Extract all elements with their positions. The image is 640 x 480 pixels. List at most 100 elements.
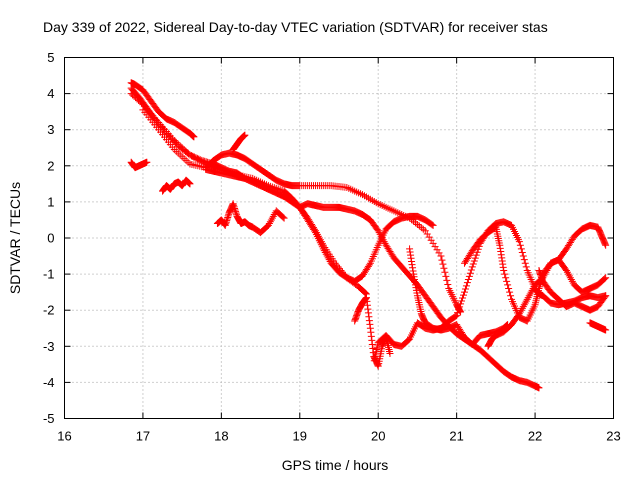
data-point xyxy=(455,306,463,314)
data-point xyxy=(516,241,524,249)
data-point xyxy=(602,274,610,282)
data-point xyxy=(279,213,287,221)
data-point xyxy=(522,297,530,305)
data-point xyxy=(186,180,194,188)
chart-title: Day 339 of 2022, Sidereal Day-to-day VTE… xyxy=(43,19,548,35)
y-tick-label: 2 xyxy=(47,158,54,173)
data-point xyxy=(280,214,288,222)
data-point xyxy=(471,254,479,262)
x-tick-label: 19 xyxy=(293,429,307,444)
y-tick-label: 1 xyxy=(47,194,54,209)
data-point xyxy=(501,270,509,278)
series-track-f xyxy=(127,158,151,172)
x-tick-labels: 16 17 18 19 20 21 22 23 xyxy=(57,429,620,444)
data-point xyxy=(503,277,511,285)
data-point xyxy=(264,221,272,229)
series-track-p xyxy=(370,333,394,370)
data-point xyxy=(465,272,473,280)
data-point xyxy=(265,220,273,228)
data-point xyxy=(443,276,451,284)
data-point xyxy=(521,259,529,267)
data-point xyxy=(459,294,467,302)
series-track-d xyxy=(139,106,465,316)
data-point xyxy=(444,280,452,288)
y-tick-label: 3 xyxy=(47,122,54,137)
data-point xyxy=(190,133,198,141)
data-point xyxy=(525,292,533,300)
data-point xyxy=(520,301,528,309)
data-point xyxy=(528,286,536,294)
data-point xyxy=(438,256,446,264)
data-point xyxy=(241,131,249,139)
data-point xyxy=(267,216,275,224)
data-point xyxy=(544,265,552,273)
series-track-n xyxy=(535,266,610,314)
data-point xyxy=(507,292,515,300)
data-point xyxy=(379,236,387,244)
x-axis-title: GPS time / hours xyxy=(282,457,389,473)
data-point xyxy=(460,288,468,296)
data-point xyxy=(502,274,510,282)
data-point xyxy=(523,295,531,303)
data-point xyxy=(601,275,609,283)
data-point xyxy=(563,268,571,276)
data-point xyxy=(518,248,526,256)
data-point xyxy=(467,266,475,274)
data-point xyxy=(452,312,460,320)
data-point xyxy=(386,350,394,358)
data-point xyxy=(542,268,550,276)
axis-ticks xyxy=(64,57,614,419)
data-point xyxy=(464,276,472,284)
data-point xyxy=(266,218,274,226)
data-point xyxy=(466,269,474,277)
data-point xyxy=(320,247,328,255)
series-track-g xyxy=(159,176,194,195)
y-tick-label: -2 xyxy=(43,303,55,318)
y-tick-label: -5 xyxy=(43,411,55,426)
data-point xyxy=(375,229,383,237)
series-track-h xyxy=(213,200,288,237)
data-point xyxy=(323,252,331,260)
data-point xyxy=(543,266,551,274)
data-point xyxy=(520,256,528,264)
y-axis-title: SDTVAR / TECUs xyxy=(7,182,23,294)
data-point xyxy=(504,281,512,289)
data-point xyxy=(500,266,508,274)
data-point xyxy=(365,261,373,269)
data-point xyxy=(516,308,524,316)
data-point xyxy=(506,288,514,296)
data-point xyxy=(529,285,537,293)
data-point xyxy=(460,291,468,299)
data-point xyxy=(463,279,471,287)
data-point xyxy=(469,260,477,268)
data-point xyxy=(519,252,527,260)
data-point xyxy=(562,266,570,274)
data-point xyxy=(526,290,534,298)
series-track-i xyxy=(229,131,249,154)
data-point xyxy=(601,293,609,301)
data-point xyxy=(472,251,480,259)
data-point xyxy=(324,254,332,262)
data-points xyxy=(127,79,610,392)
series-track-e xyxy=(202,165,543,392)
data-point xyxy=(535,384,543,392)
data-point xyxy=(374,227,382,235)
y-tick-labels: -5 -4 -3 -2 -1 0 1 2 3 4 5 xyxy=(43,50,55,426)
plot-frame xyxy=(64,57,614,419)
x-tick-label: 16 xyxy=(57,429,71,444)
data-point xyxy=(527,288,535,296)
data-point xyxy=(439,260,447,268)
data-point xyxy=(429,221,437,229)
data-point xyxy=(602,241,610,249)
data-point xyxy=(462,282,470,290)
data-point xyxy=(458,297,466,305)
data-point xyxy=(545,263,553,271)
series-track-o xyxy=(586,319,610,334)
data-point xyxy=(473,248,481,256)
data-point xyxy=(428,221,436,229)
data-point xyxy=(325,256,333,264)
data-point xyxy=(491,224,499,232)
y-tick-label: -4 xyxy=(43,375,55,390)
data-point xyxy=(456,303,464,311)
data-point xyxy=(440,264,448,272)
